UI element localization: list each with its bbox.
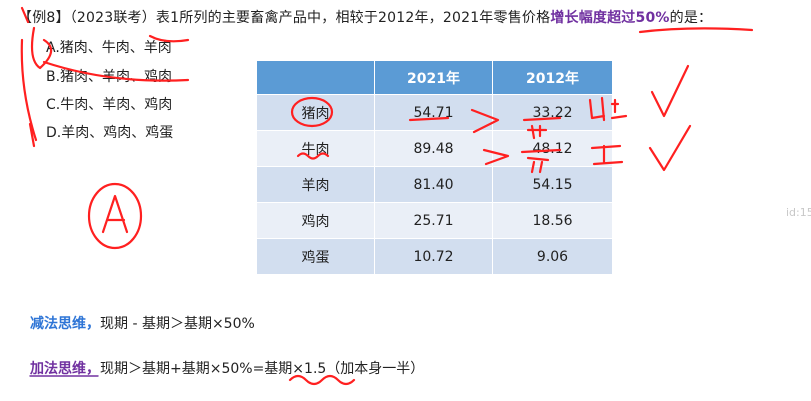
table-cell: 10.72 [374,238,493,275]
table-cell: 9.06 [492,238,613,275]
subtraction-method-title: 减法思维， [30,316,100,332]
question-highlight: 增长幅度超过50% [550,10,670,26]
table-row: 鸡肉 25.71 18.56 [256,202,613,239]
ink-letter-a [101,194,129,234]
table-row: 鸡蛋 10.72 9.06 [256,238,613,275]
addition-method-title: 加法思维， [30,361,100,377]
ink-underline [638,27,754,34]
table-header-cell [256,60,375,95]
table-header-cell: 2012年 [492,60,613,95]
addition-method: 加法思维，现期＞基期+基期×50%=基期×1.5（加本身一半） [30,358,424,378]
question-text: 【例8】（2023联考）表1所列的主要畜禽产品中，相较于2012年，2021年零… [18,7,712,27]
table-row: 羊肉 81.40 54.15 [256,166,613,203]
watermark: id:15 [786,206,811,219]
table-cell: 18.56 [492,202,613,239]
option-c: C.牛肉、羊肉、鸡肉 [46,97,173,113]
addition-method-text: 现期＞基期+基期×50%=基期×1.5（加本身一半） [100,361,425,377]
subtraction-method-text: 现期 - 基期＞基期×50% [100,316,255,332]
question-suffix: 的是： [669,10,713,26]
price-table: 2021年 2012年 猪肉 54.71 33.22 牛肉 89.48 48.1… [256,60,613,275]
table-cell: 48.12 [492,130,613,167]
subtraction-method: 减法思维，现期 - 基期＞基期×50% [30,313,255,333]
table-cell: 54.15 [492,166,613,203]
question-prefix: 【例8】（2023联考）表1所列的主要畜禽产品中，相较于2012年，2021年零… [18,10,551,26]
option-a: A.猪肉、牛肉、羊肉 [46,40,172,56]
ink-circle-a [87,182,143,250]
table-cell: 81.40 [374,166,493,203]
table-header-row: 2021年 2012年 [256,60,613,95]
option-d: D.羊肉、鸡肉、鸡蛋 [46,125,174,141]
table-cell: 鸡肉 [256,202,375,239]
option-b: B.猪肉、羊肉、鸡肉 [46,69,173,85]
table-cell: 25.71 [374,202,493,239]
table-row: 猪肉 54.71 33.22 [256,94,613,131]
table-cell: 羊肉 [256,166,375,203]
ink-check [650,64,690,118]
table-cell: 89.48 [374,130,493,167]
table-cell: 鸡蛋 [256,238,375,275]
ink-check [648,124,692,172]
table-cell: 牛肉 [256,130,375,167]
ink-scribble [20,38,38,148]
table-cell: 54.71 [374,94,493,131]
table-header-cell: 2021年 [374,60,493,95]
table-cell: 猪肉 [256,94,375,131]
table-cell: 33.22 [492,94,613,131]
table-row: 牛肉 89.48 48.12 [256,130,613,167]
